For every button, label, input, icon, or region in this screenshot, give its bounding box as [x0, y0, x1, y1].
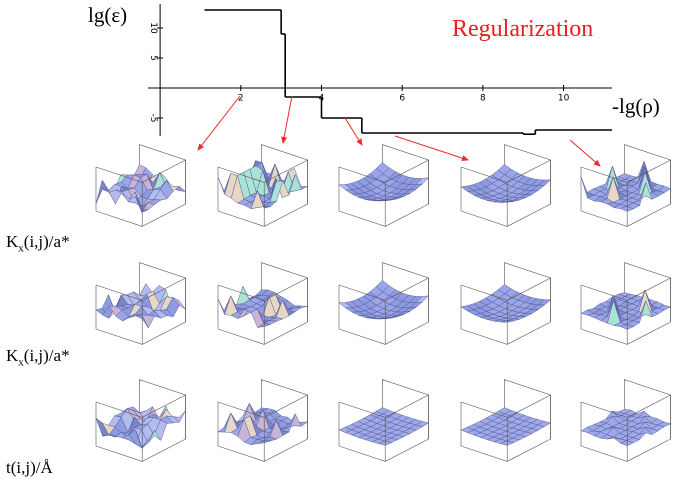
y-tick-label: 5 — [148, 55, 158, 61]
surface-plot — [96, 145, 186, 227]
surface-face — [96, 180, 109, 203]
x-tick-label: 10 — [558, 94, 570, 104]
surface-plot — [581, 263, 671, 345]
surface-plot — [461, 380, 551, 462]
arrow — [345, 118, 362, 145]
surface-plot — [581, 145, 671, 227]
box-edge — [461, 204, 551, 226]
surface-plot — [581, 380, 671, 462]
y-axis-label: lg(ε) — [88, 3, 127, 27]
x-tick-label: 2 — [238, 94, 244, 104]
surface-plot — [339, 145, 429, 227]
box-edge — [461, 322, 551, 344]
symbol: K — [6, 232, 18, 251]
symbol: t(i,j)/Å — [6, 458, 53, 477]
surface-plot — [218, 263, 308, 345]
y-tick-label: -5 — [148, 114, 158, 123]
row-label: Kx(i,j)/a* — [6, 346, 70, 368]
box-edge — [339, 322, 429, 344]
surface-plot — [461, 145, 551, 227]
chart-title: Regularization — [452, 16, 593, 42]
figure: 246810-5510lg(ε)-lg(ρ)Regularization Kx(… — [0, 0, 686, 497]
surface-plot — [96, 380, 186, 462]
surface-plot — [218, 380, 308, 462]
surface-plot — [339, 263, 429, 345]
label-rest: (i,j)/a* — [24, 346, 70, 365]
x-tick-label: 6 — [399, 94, 405, 104]
box-edge — [218, 204, 308, 226]
box-edge — [96, 322, 186, 344]
box-edge — [339, 204, 429, 226]
arrow — [570, 140, 600, 166]
chart: 246810-5510lg(ε)-lg(ρ)Regularization — [0, 0, 686, 497]
row-label: Kx(i,j)/a* — [6, 232, 70, 254]
surface-face — [581, 177, 594, 198]
x-tick-label: 8 — [480, 94, 486, 104]
label-rest: (i,j)/a* — [24, 232, 70, 251]
row-label: t(i,j)/Å — [6, 458, 53, 478]
x-axis-label: -lg(ρ) — [612, 94, 660, 118]
arrow — [283, 96, 292, 143]
symbol: K — [6, 346, 18, 365]
y-tick-label: 10 — [148, 22, 158, 34]
surface-plot — [218, 145, 308, 227]
arrow — [198, 96, 240, 150]
surface-plot — [339, 380, 429, 462]
surface-plot — [96, 263, 186, 345]
arrow — [395, 136, 468, 160]
surface-plot — [461, 263, 551, 345]
